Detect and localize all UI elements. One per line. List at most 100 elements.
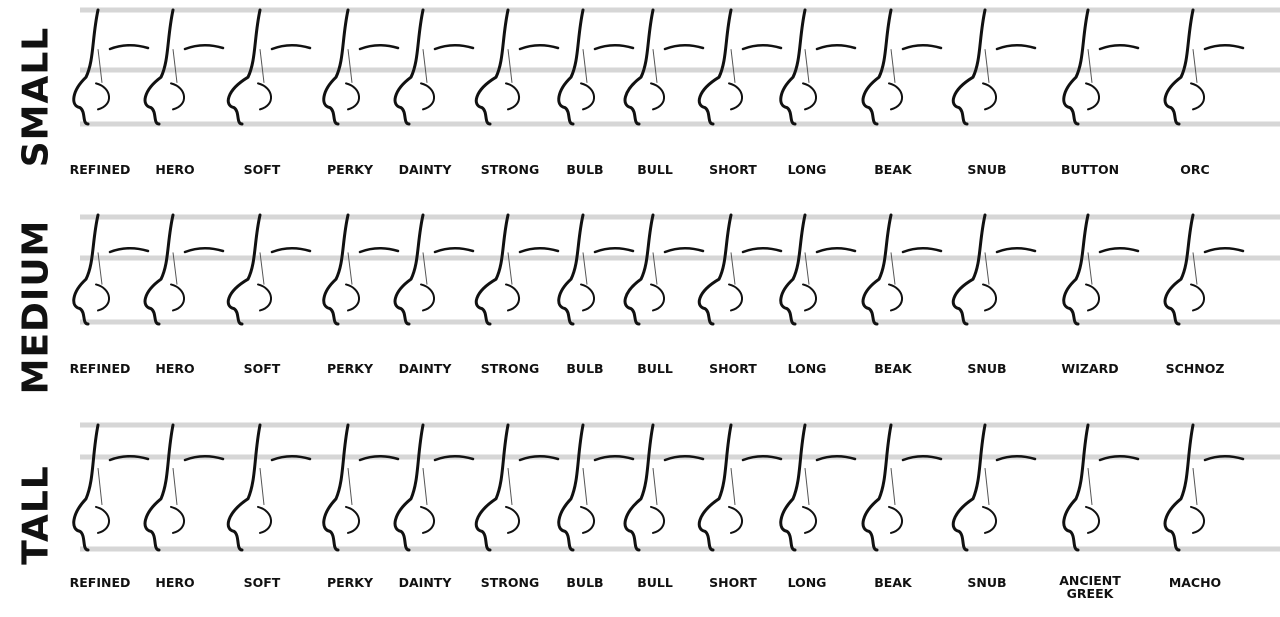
nose-drawing-small-4 bbox=[322, 8, 360, 126]
nose-drawing-small-1 bbox=[72, 8, 110, 126]
eyebrow-small-11 bbox=[901, 44, 943, 51]
eyebrow-small-6 bbox=[518, 44, 560, 51]
nose-drawing-tall-11 bbox=[861, 423, 903, 552]
nose-drawing-small-6 bbox=[474, 8, 520, 126]
nose-drawing-tall-7 bbox=[557, 423, 595, 552]
nose-label-medium-12: SNUB bbox=[967, 361, 1007, 376]
nose-label-tall-8: BULL bbox=[637, 575, 673, 590]
eyebrow-small-14 bbox=[1203, 44, 1245, 51]
eyebrow-small-1 bbox=[108, 44, 150, 51]
nose-label-small-10: LONG bbox=[787, 162, 827, 177]
nose-drawing-medium-13 bbox=[1062, 213, 1100, 326]
nose-drawing-tall-14 bbox=[1163, 423, 1205, 552]
eyebrow-tall-7 bbox=[593, 455, 635, 462]
eyebrow-tall-9 bbox=[741, 455, 783, 462]
nose-drawing-medium-2 bbox=[143, 213, 185, 326]
eyebrow-tall-8 bbox=[663, 455, 705, 462]
nose-label-medium-14: SCHNOZ bbox=[1165, 361, 1225, 376]
eyebrow-tall-5 bbox=[433, 455, 475, 462]
nose-drawing-tall-2 bbox=[143, 423, 185, 552]
nose-drawing-medium-4 bbox=[322, 213, 360, 326]
nose-drawing-small-13 bbox=[1062, 8, 1100, 126]
nose-drawing-tall-6 bbox=[474, 423, 520, 552]
row-title-small: SMALL bbox=[15, 26, 57, 168]
nose-drawing-medium-3 bbox=[226, 213, 272, 326]
nose-drawing-medium-8 bbox=[623, 213, 665, 326]
nose-drawing-medium-10 bbox=[779, 213, 817, 326]
nose-drawing-tall-5 bbox=[393, 423, 435, 552]
nose-label-tall-7: BULB bbox=[566, 575, 604, 590]
eyebrow-medium-8 bbox=[663, 247, 705, 254]
nose-drawing-tall-8 bbox=[623, 423, 665, 552]
eyebrow-small-4 bbox=[358, 44, 400, 51]
eyebrow-small-9 bbox=[741, 44, 783, 51]
eyebrow-tall-3 bbox=[270, 455, 312, 462]
nose-label-tall-9: SHORT bbox=[709, 575, 757, 590]
nose-label-medium-2: HERO bbox=[155, 361, 195, 376]
eyebrow-medium-7 bbox=[593, 247, 635, 254]
nose-drawing-medium-11 bbox=[861, 213, 903, 326]
nose-label-medium-11: BEAK bbox=[874, 361, 912, 376]
nose-drawing-small-2 bbox=[143, 8, 185, 126]
nose-label-medium-4: PERKY bbox=[326, 361, 374, 376]
eyebrow-small-2 bbox=[183, 44, 225, 51]
nose-drawing-small-3 bbox=[226, 8, 272, 126]
eyebrow-small-5 bbox=[433, 44, 475, 51]
nose-label-small-3: SOFT bbox=[243, 162, 281, 177]
nose-drawing-medium-5 bbox=[393, 213, 435, 326]
nose-label-small-11: BEAK bbox=[874, 162, 912, 177]
nose-label-tall-14: MACHO bbox=[1168, 575, 1222, 590]
eyebrow-medium-4 bbox=[358, 247, 400, 254]
nose-label-small-12: SNUB bbox=[967, 162, 1007, 177]
eyebrow-medium-6 bbox=[518, 247, 560, 254]
nose-label-tall-11: BEAK bbox=[874, 575, 912, 590]
nose-label-medium-3: SOFT bbox=[243, 361, 281, 376]
nose-label-small-7: BULB bbox=[566, 162, 604, 177]
eyebrow-small-12 bbox=[995, 44, 1037, 51]
nose-drawing-tall-3 bbox=[226, 423, 272, 552]
nose-label-medium-6: STRONG bbox=[480, 361, 540, 376]
nose-drawing-tall-4 bbox=[322, 423, 360, 552]
eyebrow-small-13 bbox=[1098, 44, 1140, 51]
nose-drawing-tall-1 bbox=[72, 423, 110, 552]
nose-drawing-small-12 bbox=[951, 8, 997, 126]
eyebrow-medium-1 bbox=[108, 247, 150, 254]
nose-drawing-tall-13 bbox=[1062, 423, 1100, 552]
nose-label-small-5: DAINTY bbox=[398, 162, 452, 177]
nose-drawing-small-10 bbox=[779, 8, 817, 126]
eyebrow-medium-12 bbox=[995, 247, 1037, 254]
nose-label-tall-10: LONG bbox=[787, 575, 827, 590]
row-title-tall: TALL bbox=[15, 465, 57, 565]
nose-label-medium-7: BULB bbox=[566, 361, 604, 376]
nose-label-small-1: REFINED bbox=[69, 162, 131, 177]
eyebrow-medium-5 bbox=[433, 247, 475, 254]
nose-drawing-medium-14 bbox=[1163, 213, 1205, 326]
nose-label-tall-5: DAINTY bbox=[398, 575, 452, 590]
nose-label-tall-13: ANCIENT GREEK bbox=[1059, 573, 1121, 601]
eyebrow-medium-2 bbox=[183, 247, 225, 254]
nose-label-small-9: SHORT bbox=[709, 162, 757, 177]
row-title-medium: MEDIUM bbox=[15, 219, 57, 395]
nose-label-small-8: BULL bbox=[637, 162, 673, 177]
nose-label-tall-2: HERO bbox=[155, 575, 195, 590]
nose-label-tall-4: PERKY bbox=[326, 575, 374, 590]
nose-drawing-medium-7 bbox=[557, 213, 595, 326]
nose-label-small-6: STRONG bbox=[480, 162, 540, 177]
nose-label-tall-3: SOFT bbox=[243, 575, 281, 590]
eyebrow-tall-14 bbox=[1203, 455, 1245, 462]
nose-label-medium-13: WIZARD bbox=[1061, 361, 1119, 376]
nose-label-medium-10: LONG bbox=[787, 361, 827, 376]
eyebrow-medium-10 bbox=[815, 247, 857, 254]
eyebrow-medium-11 bbox=[901, 247, 943, 254]
eyebrow-tall-13 bbox=[1098, 455, 1140, 462]
nose-drawing-small-11 bbox=[861, 8, 903, 126]
eyebrow-medium-13 bbox=[1098, 247, 1140, 254]
nose-label-small-4: PERKY bbox=[326, 162, 374, 177]
eyebrow-medium-14 bbox=[1203, 247, 1245, 254]
nose-drawing-tall-12 bbox=[951, 423, 997, 552]
nose-drawing-medium-12 bbox=[951, 213, 997, 326]
nose-label-medium-8: BULL bbox=[637, 361, 673, 376]
eyebrow-tall-4 bbox=[358, 455, 400, 462]
